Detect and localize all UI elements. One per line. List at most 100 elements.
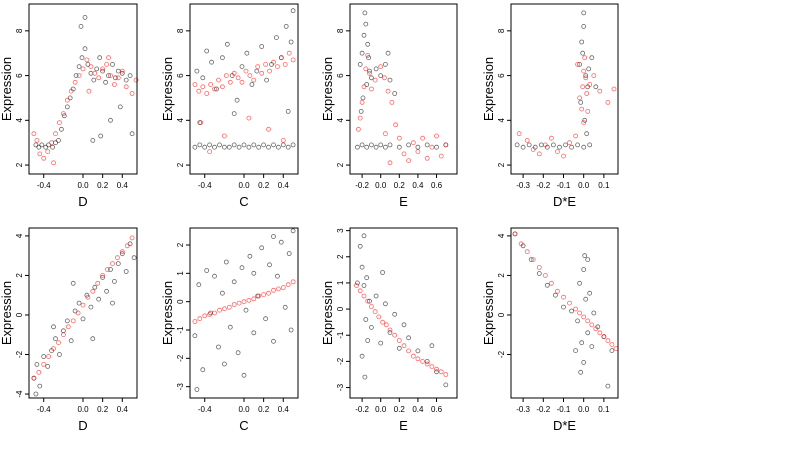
x-tick-label: -0.4 [37, 181, 51, 190]
red-data-point [549, 280, 554, 286]
y-tick-label: 6 [497, 73, 506, 78]
black-data-point [119, 70, 125, 76]
red-data-point [34, 137, 40, 143]
red-data-point [266, 290, 271, 296]
red-data-point [57, 120, 62, 125]
black-data-point [79, 55, 85, 61]
black-data-point [278, 239, 284, 245]
black-data-point [127, 73, 133, 78]
black-data-point [286, 251, 292, 256]
black-data-point [73, 73, 79, 78]
black-data-point [581, 267, 587, 272]
black-data-point [209, 59, 215, 65]
x-tick-label: 0.4 [117, 181, 129, 190]
black-data-point [115, 68, 121, 74]
black-data-point [359, 50, 365, 56]
black-data-point [553, 292, 558, 298]
red-data-point [424, 361, 430, 367]
red-data-point [37, 151, 43, 157]
red-data-point [567, 300, 572, 306]
red-data-point [46, 354, 51, 359]
black-data-point [514, 142, 520, 148]
x-tick-label: 0.2 [394, 181, 406, 190]
red-data-point [261, 292, 267, 298]
x-axis-title: D [78, 194, 87, 209]
y-tick-label: 0 [15, 312, 24, 317]
red-data-point [415, 356, 421, 362]
black-data-point [204, 48, 210, 54]
black-data-point [194, 387, 200, 392]
black-data-point [123, 269, 129, 274]
black-data-point [129, 131, 135, 137]
red-data-point [555, 288, 560, 294]
black-data-point [605, 383, 611, 389]
red-data-point [286, 50, 292, 56]
black-data-point [579, 340, 585, 346]
black-data-point [196, 282, 202, 288]
black-data-point [97, 55, 103, 61]
black-data-point [587, 290, 593, 296]
red-data-point [236, 300, 242, 306]
red-data-point [365, 53, 371, 58]
red-data-point [363, 66, 369, 72]
red-data-point [575, 62, 580, 67]
x-tick-label: 0.4 [117, 405, 129, 414]
black-data-point [241, 142, 247, 148]
red-data-point [227, 79, 233, 85]
red-data-point [96, 75, 102, 81]
black-data-point [234, 97, 240, 103]
black-data-point [282, 304, 288, 310]
black-data-point [378, 73, 384, 78]
black-data-point [235, 350, 241, 356]
black-data-point [76, 300, 82, 306]
black-data-point [396, 144, 402, 150]
red-data-point [207, 311, 213, 317]
black-data-point [256, 144, 262, 150]
black-data-point [34, 361, 40, 367]
y-tick-label: 8 [497, 28, 506, 33]
black-data-point [110, 62, 115, 67]
black-data-point [364, 144, 370, 150]
black-data-point [415, 144, 421, 150]
black-data-point [200, 75, 206, 81]
black-data-point [578, 100, 584, 105]
red-data-point [577, 95, 582, 101]
black-data-point [90, 336, 96, 342]
red-data-point [613, 346, 619, 352]
black-data-point [387, 330, 393, 336]
red-data-point [53, 131, 58, 137]
red-data-point [95, 280, 101, 286]
black-data-point [283, 23, 289, 29]
red-data-point [536, 265, 542, 270]
red-data-point [536, 151, 542, 157]
red-data-point [410, 353, 416, 359]
red-data-point [221, 306, 227, 312]
black-data-point [82, 14, 88, 20]
red-data-point [593, 326, 599, 332]
red-data-point [443, 142, 449, 148]
black-data-point [583, 296, 589, 302]
black-data-point [231, 279, 237, 285]
red-data-point [438, 369, 444, 375]
black-data-point [587, 142, 593, 148]
red-data-point [406, 158, 412, 164]
black-data-point [64, 104, 70, 110]
black-data-point [64, 318, 70, 324]
black-data-point [53, 336, 58, 342]
red-data-point [429, 364, 435, 370]
black-data-point [251, 270, 257, 276]
red-data-point [61, 111, 66, 116]
x-tick-label: 0.2 [394, 405, 406, 414]
black-data-point [392, 311, 398, 317]
y-tick-label: 4 [176, 118, 185, 123]
black-data-point [221, 361, 227, 367]
red-data-point [198, 120, 204, 125]
x-tick-label: 0.1 [598, 405, 610, 414]
black-data-point [67, 95, 73, 101]
black-data-point [59, 126, 64, 132]
black-data-point [249, 82, 255, 87]
red-data-point [357, 288, 363, 294]
x-tick-label: 0.0 [375, 181, 387, 190]
red-data-point [361, 84, 367, 90]
red-data-point [80, 302, 86, 308]
